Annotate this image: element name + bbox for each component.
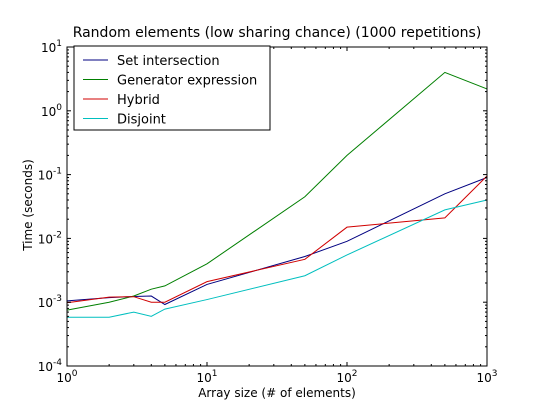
- y-tick-label-0-base: 10: [38, 360, 53, 374]
- y-tick-label-2-base: 10: [38, 232, 53, 246]
- x-axis-label: Array size (# of elements): [198, 386, 356, 400]
- series-line-2: [66, 175, 488, 304]
- series-line-1: [66, 71, 488, 311]
- y-tick-label-3: 10-1: [38, 167, 62, 183]
- series-layer: [66, 71, 488, 318]
- legend-label-1: Generator expression: [117, 74, 257, 89]
- y-tick-label-4-exponent: 0: [56, 103, 62, 113]
- y-tick-label-4-base: 10: [41, 105, 56, 119]
- legend: Set intersection Generator expression Hybr…: [73, 45, 271, 131]
- x-tick-label-0-base: 10: [56, 371, 71, 385]
- x-tick-label-2: 102: [336, 369, 357, 385]
- x-tick-label-3: 103: [476, 369, 497, 385]
- series-line-3: [67, 199, 488, 318]
- x-tick-label-3-exponent: 3: [492, 369, 498, 379]
- series-line-0: [66, 177, 488, 306]
- y-tick-label-5-exponent: 1: [56, 39, 62, 49]
- x-tick-label-2-exponent: 2: [352, 369, 358, 379]
- x-tick-label-1: 101: [196, 369, 217, 385]
- y-tick-label-4: 100: [41, 103, 62, 119]
- plot-frame: [66, 46, 488, 367]
- y-tick-label-0: 10-4: [38, 358, 63, 374]
- y-tick-label-3-base: 10: [38, 169, 53, 183]
- y-tick-label-5: 101: [41, 39, 62, 55]
- legend-label-2: Hybrid: [117, 93, 160, 108]
- y-tick-label-3-exponent: -1: [53, 167, 62, 177]
- y-tick-label-2: 10-2: [38, 230, 62, 246]
- x-tick-label-3-base: 10: [476, 371, 491, 385]
- y-tick-label-1-base: 10: [38, 296, 53, 310]
- y-tick-label-0-exponent: -4: [53, 358, 62, 368]
- legend-label-0: Set intersection: [117, 54, 220, 69]
- legend-label-3: Disjoint: [117, 113, 166, 128]
- x-tick-label-1-exponent: 1: [212, 369, 218, 379]
- chart-title: Random elements (low sharing chance) (10…: [73, 25, 482, 41]
- y-tick-label-1-exponent: -3: [53, 294, 62, 304]
- y-axis-label: Time (seconds): [21, 159, 35, 252]
- y-tick-label-5-base: 10: [41, 41, 56, 55]
- x-tick-label-1-base: 10: [196, 371, 211, 385]
- x-tick-label-0: 100: [56, 369, 77, 385]
- x-tick-label-2-base: 10: [336, 371, 351, 385]
- y-tick-label-2-exponent: -2: [53, 230, 62, 240]
- y-tick-label-1: 10-3: [38, 294, 62, 310]
- x-tick-label-0-exponent: 0: [72, 369, 78, 379]
